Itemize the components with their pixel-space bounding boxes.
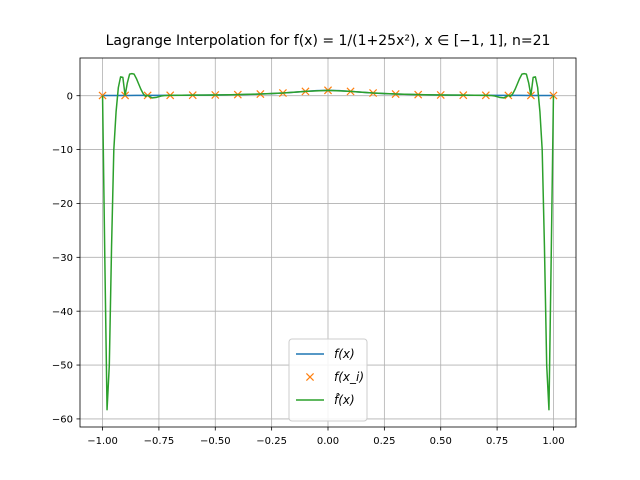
x-tick-label: −0.75 [144, 436, 175, 447]
x-tick-label: 1.00 [542, 436, 564, 447]
x-tick-label: −0.25 [256, 436, 287, 447]
legend-label: f̂(x) [334, 393, 355, 407]
chart-title-text: Lagrange Interpolation for f(x) = 1/(1+2… [106, 33, 551, 49]
y-tick-label: −60 [52, 415, 73, 426]
x-tick-label: −1.00 [87, 436, 118, 447]
series-2 [101, 72, 555, 411]
y-tick-label: −30 [52, 253, 73, 264]
legend: f(x) f(x_i) f̂(x) [288, 338, 368, 422]
legend-swatch [305, 372, 315, 382]
legend-label: f(x_i) [334, 370, 364, 384]
y-axis-ticks: 0 −10 −20 −30 −40 −50 −60 [52, 91, 80, 426]
x-tick-label: 0.00 [317, 436, 339, 447]
y-tick-label: −10 [52, 145, 73, 156]
x-axis-ticks: −1.00 −0.75 −0.50 −0.25 0.00 0.25 0.50 0.75 1.00 [87, 427, 565, 447]
series-line [101, 72, 555, 411]
chart-title: Lagrange Interpolation for f(x) = 1/(1+2… [106, 33, 551, 49]
y-tick-label: −50 [52, 361, 73, 372]
x-tick-label: 0.50 [430, 436, 452, 447]
legend-label: f(x) [334, 347, 355, 361]
x-tick-label: 0.75 [486, 436, 508, 447]
y-tick-label: −20 [52, 199, 73, 210]
y-tick-label: 0 [67, 91, 73, 102]
x-tick-label: −0.50 [200, 436, 231, 447]
y-tick-label: −40 [52, 307, 73, 318]
series-layer [98, 72, 558, 411]
x-tick-label: 0.25 [373, 436, 395, 447]
